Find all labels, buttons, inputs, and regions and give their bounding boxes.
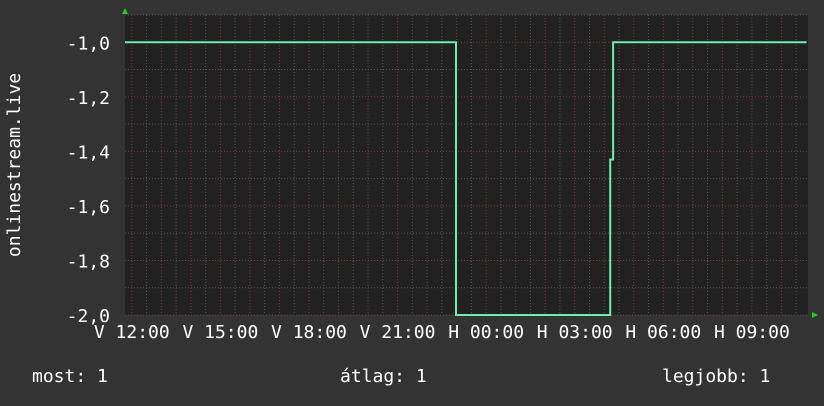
y-tick-label: -2,0 xyxy=(67,306,110,327)
legend-max: legjobb: 1 xyxy=(662,366,770,387)
series-line xyxy=(125,41,807,316)
y-axis-arrow-icon xyxy=(122,8,128,14)
x-tick-label: H 00:00 xyxy=(448,322,524,343)
x-tick-label: V 21:00 xyxy=(360,322,436,343)
series xyxy=(125,41,807,316)
x-tick-label: V 15:00 xyxy=(182,322,258,343)
x-axis-arrow-icon xyxy=(812,312,818,318)
x-tick-label: H 06:00 xyxy=(625,322,701,343)
y-tick-label: -1,6 xyxy=(67,197,110,218)
x-tick-label: V 12:00 xyxy=(94,322,170,343)
y-axis-label: onlinestream.live xyxy=(4,73,25,257)
legend-current: most: 1 xyxy=(32,366,108,387)
x-tick-label: H 03:00 xyxy=(537,322,613,343)
y-tick-label: -1,2 xyxy=(67,88,110,109)
grid xyxy=(125,14,808,316)
plot-area xyxy=(125,15,808,315)
y-tick-label: -1,8 xyxy=(67,251,110,272)
legend-average: átlag: 1 xyxy=(340,366,427,387)
x-tick-label: V 18:00 xyxy=(271,322,347,343)
x-tick-label: H 09:00 xyxy=(714,322,790,343)
y-tick-label: -1,0 xyxy=(67,33,110,54)
y-tick-label: -1,4 xyxy=(67,142,110,163)
x-axis-ticks: V 12:00 V 15:00 V 18:00 V 21:00 H 00:00 H 03:… xyxy=(94,322,790,343)
y-axis-ticks: -1,0 -1,2 -1,4 -1,6 -1,8 -2,0 xyxy=(67,33,110,327)
